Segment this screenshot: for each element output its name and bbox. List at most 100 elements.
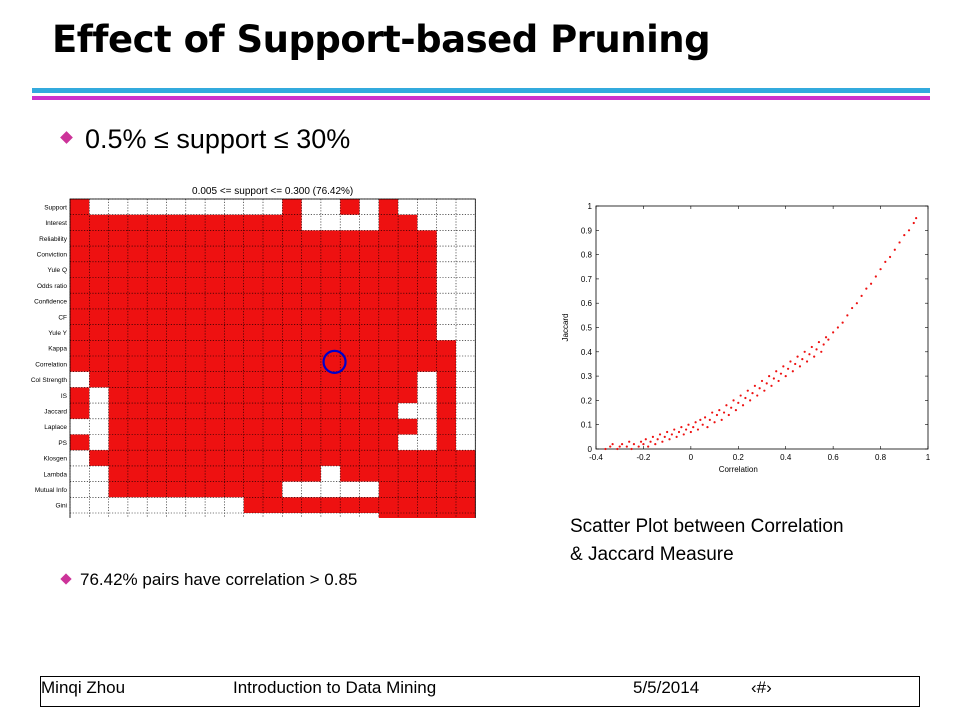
heatmap-cell [127, 261, 148, 278]
heatmap-row-label: Klosgen [44, 456, 68, 463]
heatmap-row-label: Interest [45, 220, 67, 227]
heatmap-cell [89, 513, 109, 518]
heatmap-cell [301, 418, 322, 435]
heatmap-cell [417, 199, 438, 216]
heatmap-cell [70, 356, 90, 373]
heatmap-cell [166, 513, 187, 518]
heatmap-cell [243, 340, 264, 357]
scatter-point [765, 382, 768, 385]
heatmap-cell [340, 199, 360, 216]
heatmap-cell [301, 277, 322, 294]
scatter-y-axis-label: Jaccard [561, 313, 570, 341]
heatmap-cell [243, 387, 264, 404]
heatmap-cell [320, 513, 341, 518]
heatmap-cell [243, 261, 264, 278]
scatter-point [753, 384, 756, 387]
heatmap-cell [378, 356, 399, 373]
heatmap-cell [127, 293, 148, 310]
heatmap-cell [89, 261, 109, 278]
scatter-y-tick-label: 0.7 [581, 275, 593, 284]
heatmap-cell [417, 277, 438, 294]
heatmap-cell [282, 513, 302, 518]
heatmap-cell [282, 261, 302, 278]
heatmap-cell [147, 230, 167, 247]
heatmap-cell [108, 340, 129, 357]
heatmap-cell [359, 199, 380, 216]
heatmap-cell [456, 199, 476, 216]
heatmap-cell [185, 324, 206, 341]
scatter-point [855, 302, 858, 305]
scatter-point [817, 340, 821, 344]
heatmap-cell [147, 277, 167, 294]
heatmap-cell [320, 199, 341, 216]
slide-title: Effect of Support-based Pruning [52, 18, 711, 61]
heatmap-cell [340, 497, 360, 514]
heatmap-cell [224, 340, 245, 357]
heatmap-cell [417, 403, 438, 420]
heatmap-cell [398, 403, 418, 420]
highlight-circle-marker [322, 349, 347, 374]
heatmap-cell [378, 324, 399, 341]
heatmap-cell [243, 324, 264, 341]
heatmap-cell [456, 450, 476, 467]
heatmap-cell [185, 356, 206, 373]
heatmap-cell [398, 356, 418, 373]
heatmap-cell [359, 230, 380, 247]
heatmap-cell [89, 293, 109, 310]
heatmap-cell [456, 513, 476, 518]
heatmap-cell [320, 497, 341, 514]
scatter-point [865, 287, 868, 290]
scatter-point [682, 433, 685, 436]
heatmap-cell [243, 277, 264, 294]
scatter-point [808, 353, 811, 356]
heatmap-cell [127, 465, 148, 482]
heatmap-cell [456, 465, 476, 482]
heatmap-cell [127, 481, 148, 498]
heatmap-cell [147, 387, 167, 404]
heatmap-cell [417, 434, 438, 451]
heatmap-cell [359, 418, 380, 435]
scatter-point [846, 314, 849, 317]
heatmap-cell [398, 497, 418, 514]
heatmap-cell [166, 497, 187, 514]
heatmap-cell [147, 418, 167, 435]
heatmap-cell [224, 246, 245, 263]
heatmap-cell [205, 434, 225, 451]
heatmap-cell [108, 418, 129, 435]
scatter-point [744, 396, 747, 400]
heatmap-cell [340, 481, 360, 498]
heatmap-cell [243, 513, 264, 518]
heatmap-cell [359, 403, 380, 420]
heatmap-cell [398, 481, 418, 498]
scatter-point [786, 367, 790, 370]
scatter-point [609, 445, 612, 448]
heatmap-cell [70, 513, 90, 518]
heatmap-cell [70, 481, 90, 498]
heatmap-cell [456, 324, 476, 341]
heatmap-cell [185, 513, 206, 518]
heatmap-row-label: Laplace [44, 424, 67, 431]
heatmap-cell [70, 308, 90, 325]
heatmap-cell [282, 214, 302, 231]
heatmap-cell [263, 293, 283, 310]
heatmap-cell [417, 324, 438, 341]
heatmap-cell [185, 387, 206, 404]
heatmap-cell [70, 371, 90, 388]
heatmap-cell [320, 308, 341, 325]
heatmap-cell [243, 214, 264, 231]
heatmap-cell [224, 434, 245, 451]
scatter-x-tick-label: 0.6 [828, 453, 840, 462]
heatmap-cell [89, 308, 109, 325]
heatmap-row-label: Kappa [48, 346, 67, 353]
heatmap-cell [224, 465, 245, 482]
scatter-x-tick-label: 0 [689, 453, 694, 462]
heatmap-cell [359, 214, 380, 231]
scatter-point [732, 399, 735, 402]
heatmap-cell [456, 497, 476, 514]
heatmap-cell [398, 230, 418, 247]
heatmap-cell [166, 418, 187, 435]
heatmap-cell [70, 450, 90, 467]
heatmap-cell [243, 371, 264, 388]
heatmap-cell [147, 308, 167, 325]
heatmap-cell [436, 513, 457, 518]
